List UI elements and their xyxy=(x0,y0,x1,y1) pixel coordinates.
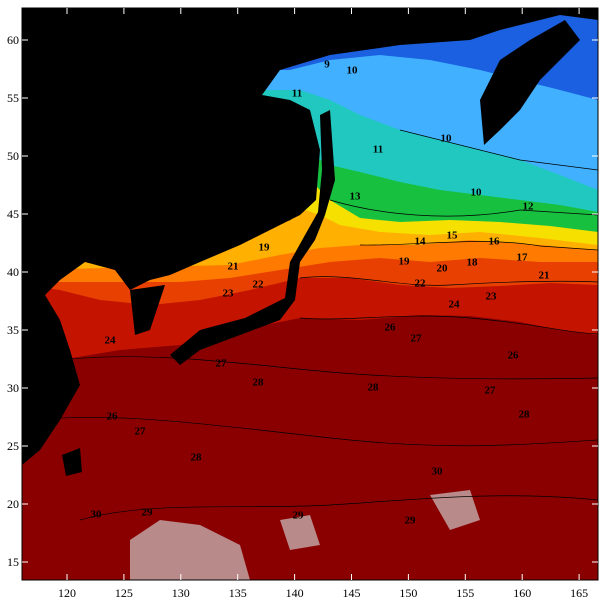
y-tick-label: 40 xyxy=(7,265,19,279)
contour-label: 14 xyxy=(415,236,427,248)
y-tick-label: 20 xyxy=(7,497,19,511)
contour-label: 30 xyxy=(432,466,444,478)
contour-label: 28 xyxy=(191,452,203,464)
contour-label: 26 xyxy=(508,350,520,362)
contour-label: 21 xyxy=(228,261,239,273)
frame xyxy=(21,7,599,581)
contour-label: 11 xyxy=(292,88,302,100)
y-tick-label: 50 xyxy=(7,149,19,163)
contour-label: 13 xyxy=(350,191,362,203)
x-tick-label: 165 xyxy=(570,586,588,600)
contour-label: 22 xyxy=(415,278,427,290)
y-tick-label: 25 xyxy=(7,439,19,453)
x-tick-label: 135 xyxy=(229,586,247,600)
contour-label: 27 xyxy=(485,385,497,397)
y-tick-label: 15 xyxy=(7,555,19,569)
contour-label: 28 xyxy=(253,377,265,389)
contour-label: 16 xyxy=(489,236,501,248)
x-tick-label: 130 xyxy=(172,586,190,600)
contour-label: 20 xyxy=(437,263,449,275)
x-tick-label: 140 xyxy=(286,586,304,600)
contour-label: 24 xyxy=(105,335,117,347)
contour-label: 15 xyxy=(447,230,459,242)
contour-label: 10 xyxy=(471,187,483,199)
contour-label: 29 xyxy=(405,515,417,527)
contour-label: 24 xyxy=(449,299,461,311)
y-tick-label: 35 xyxy=(7,323,19,337)
contour-label: 10 xyxy=(347,65,359,77)
y-tick-label: 45 xyxy=(7,207,19,221)
contour-label: 19 xyxy=(259,242,271,254)
contour-label: 17 xyxy=(517,252,529,264)
contour-label: 12 xyxy=(523,201,535,213)
x-tick-label: 145 xyxy=(343,586,361,600)
contour-label: 28 xyxy=(368,382,380,394)
contour-label: 27 xyxy=(135,426,147,438)
y-tick-label: 30 xyxy=(7,381,19,395)
contour-label: 29 xyxy=(293,510,305,522)
land xyxy=(22,8,598,465)
x-tick-label: 150 xyxy=(399,586,417,600)
warm-patch xyxy=(130,490,480,580)
y-tick-label: 55 xyxy=(7,91,19,105)
land xyxy=(62,285,165,476)
contour-label: 28 xyxy=(519,409,531,421)
contour-label: 18 xyxy=(281,212,293,224)
contour-label: 19 xyxy=(399,256,411,268)
x-tick-label: 125 xyxy=(115,586,133,600)
isotherms xyxy=(39,129,598,521)
contour-label: 29 xyxy=(142,507,154,519)
x-tick-label: 160 xyxy=(513,586,531,600)
map-field xyxy=(22,8,598,580)
y-tick-label: 60 xyxy=(7,33,19,47)
contour-label: 27 xyxy=(411,333,423,345)
contour-label: 10 xyxy=(441,133,453,145)
contour-label: 11 xyxy=(373,144,383,156)
land xyxy=(170,110,335,365)
contour-label: 30 xyxy=(91,509,103,521)
contour-label: 23 xyxy=(223,288,235,300)
x-tick-label: 155 xyxy=(456,586,474,600)
x-tick-label: 120 xyxy=(58,586,76,600)
contour-label: 26 xyxy=(107,411,119,423)
contour-label: 9 xyxy=(324,59,330,71)
contour-label: 27 xyxy=(216,358,228,370)
contour-label: 23 xyxy=(486,291,498,303)
contour-label: 21 xyxy=(539,270,550,282)
contour-label: 18 xyxy=(467,257,479,269)
contour-label: 22 xyxy=(253,279,265,291)
contour-label: 26 xyxy=(385,322,397,334)
land xyxy=(480,20,580,145)
